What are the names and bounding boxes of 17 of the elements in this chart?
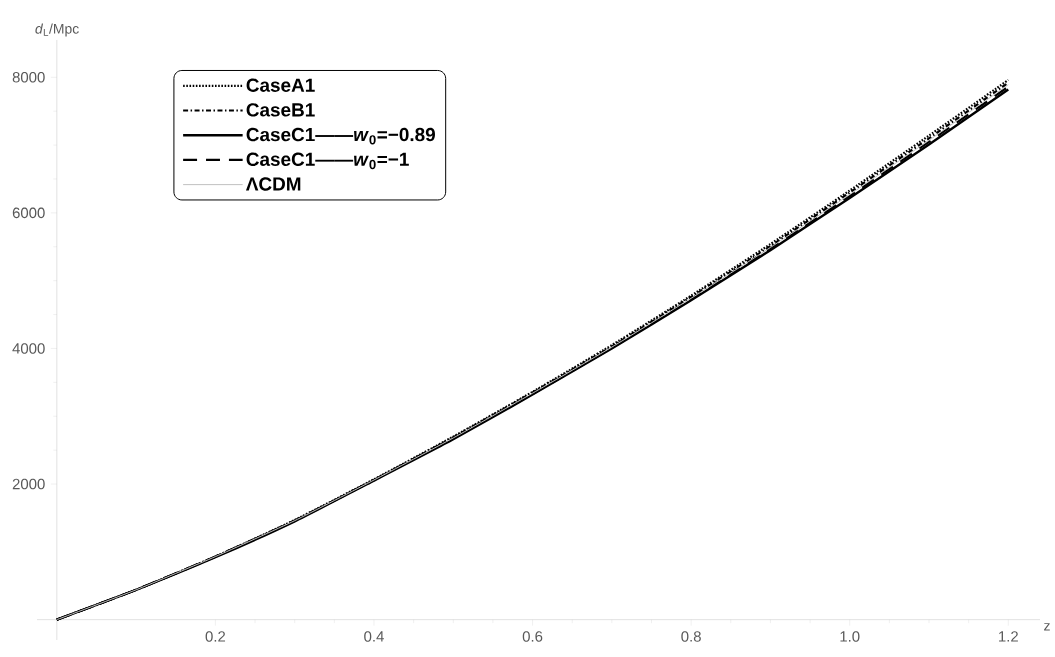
x-tick-label: 1.0 — [840, 631, 860, 642]
y-tick-label: 2000 — [12, 478, 45, 490]
x-tick-label: 0.6 — [522, 631, 543, 642]
y-tick-label: 6000 — [12, 207, 45, 219]
legend-label: ΛCDM — [245, 177, 301, 191]
legend-label: CaseB1 — [246, 103, 315, 117]
y-tick-label: 8000 — [12, 71, 45, 83]
y-axis-title: d$_{L}$/Mpc — [35, 23, 79, 37]
y-tick-label: 4000 — [12, 343, 45, 354]
x-tick-label: 0.2 — [205, 631, 226, 642]
legend-label: CaseA1 — [246, 78, 315, 92]
x-tick-label: 0.4 — [364, 631, 384, 642]
x-axis-title: z — [1044, 623, 1050, 631]
legend-label: CaseC1——w$_{0}$=−0.89 — [246, 127, 435, 145]
legend-label: CaseC1——w$_{0}$=−1 — [246, 152, 409, 170]
x-tick-label: 0.8 — [681, 631, 701, 642]
x-tick-label: 1.2 — [999, 631, 1018, 642]
